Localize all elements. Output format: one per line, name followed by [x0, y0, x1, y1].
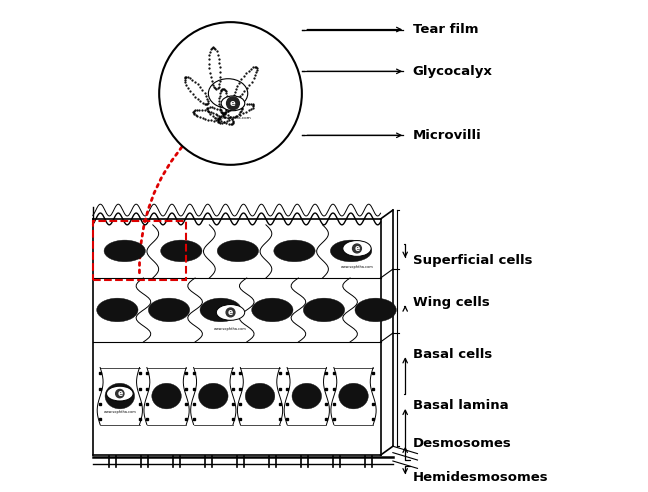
- Ellipse shape: [161, 240, 202, 262]
- Ellipse shape: [343, 241, 371, 256]
- Ellipse shape: [191, 67, 214, 94]
- Circle shape: [226, 308, 235, 317]
- Circle shape: [227, 97, 239, 110]
- Ellipse shape: [330, 240, 372, 262]
- Ellipse shape: [106, 386, 133, 401]
- Ellipse shape: [148, 298, 190, 322]
- Ellipse shape: [339, 383, 368, 409]
- Ellipse shape: [209, 79, 248, 108]
- Ellipse shape: [97, 298, 138, 322]
- Ellipse shape: [217, 240, 259, 262]
- Ellipse shape: [211, 47, 222, 89]
- Ellipse shape: [219, 113, 227, 138]
- Text: www.sophtha.com: www.sophtha.com: [214, 327, 247, 331]
- Text: Superficial cells: Superficial cells: [413, 254, 532, 267]
- Text: www.sophtha.com: www.sophtha.com: [104, 410, 136, 414]
- Ellipse shape: [228, 86, 258, 100]
- Ellipse shape: [227, 58, 250, 89]
- Text: e: e: [354, 244, 360, 253]
- Ellipse shape: [221, 96, 245, 111]
- Ellipse shape: [246, 383, 275, 409]
- Ellipse shape: [105, 383, 135, 409]
- Text: Desmosomes: Desmosomes: [413, 437, 511, 450]
- Ellipse shape: [187, 94, 213, 105]
- Text: www.sophtha.com: www.sophtha.com: [214, 116, 252, 120]
- Ellipse shape: [274, 240, 315, 262]
- Text: e: e: [230, 99, 236, 108]
- Circle shape: [353, 244, 362, 253]
- Text: Hemidesmosomes: Hemidesmosomes: [413, 471, 548, 484]
- Ellipse shape: [355, 298, 397, 322]
- Ellipse shape: [251, 298, 293, 322]
- Text: www.sophtha.com: www.sophtha.com: [341, 265, 373, 269]
- Ellipse shape: [198, 383, 228, 409]
- Circle shape: [159, 22, 302, 165]
- Text: Microvilli: Microvilli: [413, 129, 481, 142]
- Bar: [93, 221, 186, 280]
- Text: Basal lamina: Basal lamina: [413, 400, 508, 412]
- Text: Basal cells: Basal cells: [413, 348, 492, 361]
- Text: e: e: [117, 389, 122, 398]
- Text: e: e: [228, 308, 233, 317]
- Ellipse shape: [216, 305, 245, 320]
- Ellipse shape: [200, 298, 241, 322]
- Ellipse shape: [233, 107, 259, 124]
- Text: Tear film: Tear film: [413, 23, 478, 36]
- Ellipse shape: [292, 383, 321, 409]
- Ellipse shape: [303, 298, 345, 322]
- Ellipse shape: [194, 107, 218, 123]
- Ellipse shape: [152, 383, 181, 409]
- Circle shape: [116, 390, 124, 398]
- Ellipse shape: [104, 240, 145, 262]
- Text: Glycocalyx: Glycocalyx: [413, 65, 492, 78]
- Text: Wing cells: Wing cells: [413, 296, 489, 309]
